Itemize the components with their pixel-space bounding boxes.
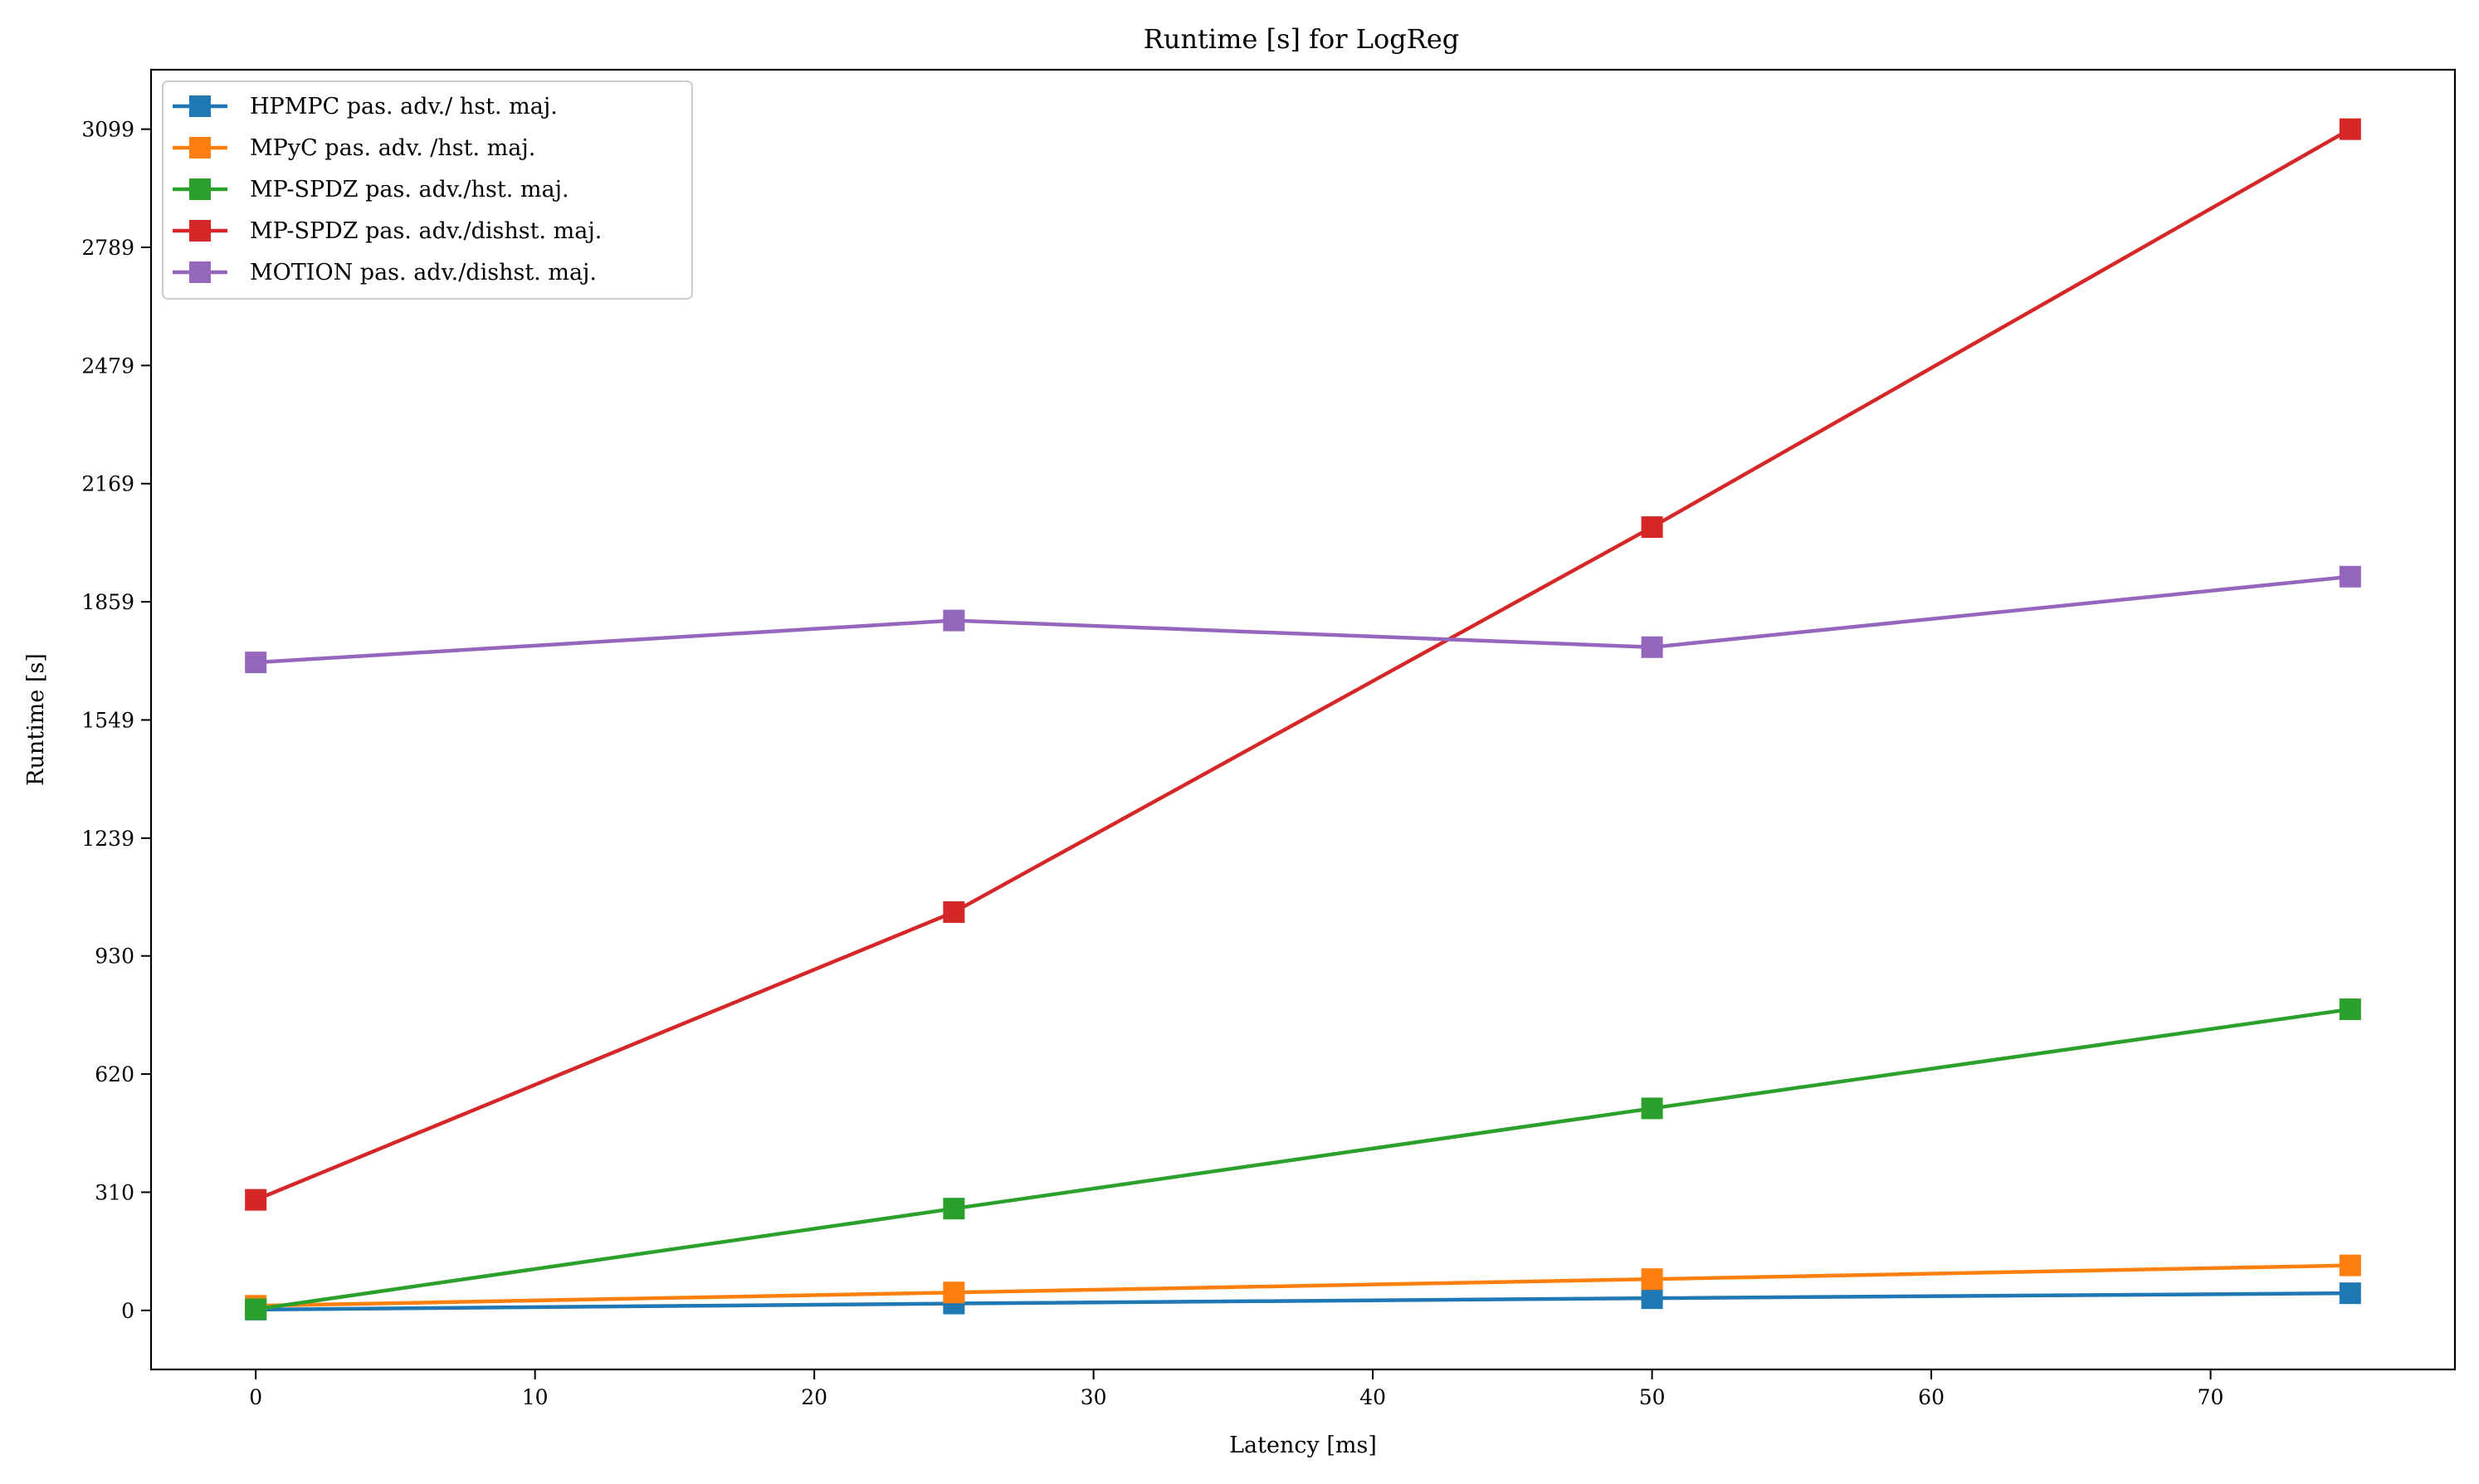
legend-label: HPMPC pas. adv./ hst. maj. (250, 94, 558, 120)
x-tick-label: 30 (1081, 1385, 1107, 1409)
legend-label: MOTION pas. adv./dishst. maj. (250, 260, 597, 286)
legend-marker (189, 261, 211, 283)
y-tick-label: 0 (121, 1299, 134, 1323)
y-tick-label: 310 (95, 1180, 134, 1204)
y-tick-label: 1239 (81, 827, 134, 851)
series-line-4 (255, 127, 2351, 1202)
x-tick-label: 10 (522, 1385, 549, 1409)
data-point-series-1 (2339, 1282, 2361, 1305)
x-tick-label: 50 (1639, 1385, 1666, 1409)
data-point-series-2 (943, 1281, 965, 1304)
legend-marker (189, 95, 211, 117)
y-tick-label: 2169 (81, 472, 134, 496)
data-point-series-3 (943, 1198, 965, 1220)
legend-label: MP-SPDZ pas. adv./hst. maj. (250, 177, 569, 203)
legend-marker (189, 137, 211, 159)
data-point-series-4 (245, 1189, 267, 1211)
y-axis-label: Runtime [s] (23, 653, 49, 786)
legend-label: MPyC pas. adv. /hst. maj. (250, 135, 535, 161)
data-point-series-3 (2339, 998, 2361, 1021)
x-tick-label: 40 (1359, 1385, 1386, 1409)
legend-marker (189, 220, 211, 242)
x-tick-label: 70 (2198, 1385, 2224, 1409)
x-tick-label: 0 (249, 1385, 262, 1409)
data-point-series-2 (2339, 1254, 2361, 1277)
data-point-series-3 (1641, 1097, 1663, 1120)
x-tick-label: 60 (1918, 1385, 1945, 1409)
data-point-series-4 (1641, 516, 1663, 539)
legend: HPMPC pas. adv./ hst. maj. MPyC pas. adv.… (162, 81, 693, 300)
series-line-3 (255, 1007, 2351, 1311)
data-point-series-3 (245, 1298, 267, 1320)
y-tick-label: 2479 (81, 354, 134, 378)
data-point-series-5 (245, 652, 267, 674)
y-tick-label: 2789 (81, 236, 134, 260)
y-tick-label: 1549 (81, 708, 134, 732)
data-point-series-4 (943, 901, 965, 923)
legend-marker (189, 178, 211, 200)
y-tick-label: 620 (95, 1062, 134, 1086)
x-axis-label: Latency [ms] (1229, 1433, 1377, 1458)
series-layer (245, 118, 2361, 1320)
series-line-5 (256, 574, 2351, 665)
series-line-1 (256, 1291, 2350, 1312)
y-axis: 0 310 620 930 1239 1549 1859 2169 2479 2789 3099 (81, 118, 151, 1323)
chart-title: Runtime [s] for LogReg (1144, 23, 1460, 55)
y-tick-label: 1859 (81, 590, 134, 614)
data-point-series-4 (2339, 118, 2361, 140)
series-line-2 (256, 1263, 2350, 1308)
legend-label: MP-SPDZ pas. adv./dishst. maj. (250, 218, 602, 244)
y-tick-label: 3099 (81, 118, 134, 142)
data-point-series-2 (1641, 1268, 1663, 1291)
data-point-series-5 (2339, 565, 2361, 588)
legend-box (162, 81, 693, 300)
y-tick-label: 930 (95, 945, 134, 969)
x-tick-label: 20 (801, 1385, 827, 1409)
data-point-series-1 (1641, 1287, 1663, 1310)
data-point-series-5 (1641, 636, 1663, 658)
data-point-series-5 (943, 609, 965, 632)
x-axis: 0 10 20 30 40 50 60 70 (249, 1369, 2223, 1409)
